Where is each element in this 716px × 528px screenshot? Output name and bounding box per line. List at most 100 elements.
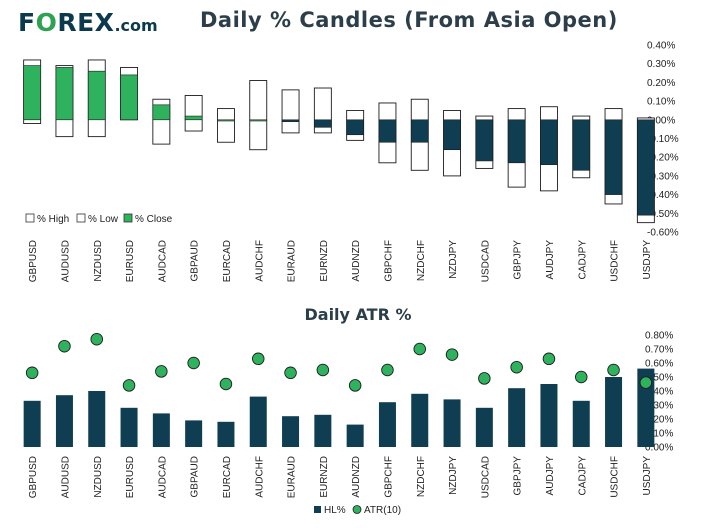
atr-x-tick-label: NZDJPY [448,456,459,495]
atr-x-tick-label: NZDUSD [93,456,104,498]
atr-legend-label-hl: HL% [324,505,346,516]
candle-y-tick-label: 0.20% [647,78,675,89]
candle-legend-swatch [76,213,86,223]
atr-x-tick-label: AUDCHF [254,456,265,498]
candle-x-tick-label: AUDCHF [254,240,265,282]
atr-dot [284,366,297,380]
candle-y-tick-label: 0.10% [647,97,675,108]
candle-close-bar [475,119,494,162]
atr-dot [542,352,556,366]
atr-y-tick-label: 0.80% [645,331,673,342]
candle-close-bar [281,119,300,122]
candle-close-bar [184,115,203,121]
candle-close-bar [314,119,332,128]
forex-logo: FOREX.com [18,8,158,37]
candle-x-tick-label: EURCAD [222,240,233,282]
candle-y-tick-label: -0.10% [647,134,679,145]
hl-bar [540,384,558,447]
atr-dot [58,339,71,353]
candle-close-bar [55,67,74,121]
candle-close-bar [249,119,268,122]
atr-x-tick-label: CADJPY [577,456,588,496]
atr-x-tick-label: AUDCAD [157,456,168,498]
candle-close-bar [378,119,397,143]
atr-x-tick-label: USDCAD [480,456,491,498]
candle-x-tick-label: AUDJPY [545,240,556,280]
candle-close-bar [443,119,461,151]
atr-y-tick-label: 0.20% [645,415,673,426]
hl-bar [637,368,655,447]
atr-dot [639,376,653,389]
candle-range-bar [184,95,203,132]
candle-range-bar [216,108,235,143]
candles-chart-title: Daily % Candles (From Asia Open) [200,8,618,32]
candle-range-bar [249,80,268,151]
candle-y-tick-label: 0.00% [647,115,675,126]
hl-bar [378,402,396,447]
candle-x-tick-label: AUDUSD [60,240,71,282]
hl-bar [443,399,461,447]
atr-legend-swatch-hl [314,506,321,513]
atr-y-tick-label: 0.70% [645,345,673,356]
candle-x-tick-label: GBPJPY [513,240,524,280]
candle-legend-label: % Low [88,214,119,225]
candle-x-tick-label: GBPAUD [190,240,201,282]
candle-x-tick-label: USDCHF [610,240,621,282]
atr-y-tick-label: 0.30% [645,401,673,412]
atr-x-tick-label: NZDCHF [416,456,427,497]
candle-close-bar [604,119,623,195]
hl-bar [411,393,429,447]
candle-x-tick-label: NZDJPY [448,240,459,279]
hl-bar [605,377,623,447]
atr-dot [348,379,362,392]
atr-y-tick-label: 0.00% [645,443,673,454]
hl-bar [282,416,300,447]
logo-domain: .com [114,16,158,35]
atr-x-tick-label: GBPJPY [513,456,524,496]
candle-y-tick-label: -0.50% [647,209,679,220]
hl-bar [55,395,73,447]
candle-close-bar [87,70,106,121]
atr-x-tick-label: AUDUSD [60,456,71,498]
atr-x-tick-label: AUDNZD [351,456,362,498]
atr-x-tick-label: EURNZD [319,456,330,498]
candle-x-tick-label: USDCAD [480,240,491,282]
candle-close-bar [217,119,235,122]
candle-close-bar [120,74,138,121]
hl-bar [508,388,526,447]
candle-x-tick-label: USDJPY [642,240,653,280]
candle-y-tick-label: 0.40% [647,41,675,52]
atr-x-tick-label: GBPCHF [383,456,394,498]
candle-y-tick-label: -0.20% [647,153,679,164]
candle-close-bar [152,104,171,121]
candle-x-tick-label: EURAUD [287,240,298,282]
atr-dot [607,363,620,377]
hl-bar [23,400,41,447]
logo-letter-f: F [18,8,36,37]
atr-y-tick-label: 0.50% [645,373,673,384]
atr-dot [381,363,394,377]
atr-legend-label-atr: ATR(10) [364,505,401,516]
atr-dot [187,356,200,370]
candle-y-tick-label: 0.30% [647,59,675,70]
hl-bar [572,400,590,447]
logo-letter-o: O [35,8,58,37]
candle-x-tick-label: EURUSD [125,240,136,282]
candle-y-tick-label: -0.60% [647,228,679,239]
atr-dot [510,360,523,374]
candle-legend-swatch [25,213,35,223]
candle-legend-label: % Close [135,214,173,225]
candle-x-tick-label: AUDNZD [351,240,362,282]
atr-x-tick-label: USDJPY [642,456,653,496]
candle-legend-swatch [123,213,133,223]
candle-x-tick-label: GBPUSD [28,240,39,282]
candle-x-tick-label: EURNZD [319,240,330,282]
atr-x-tick-label: EURUSD [125,456,136,498]
atr-y-tick-label: 0.40% [645,387,673,398]
candle-close-bar [346,119,364,136]
atr-x-tick-label: USDCHF [610,456,621,498]
hl-bar [88,391,106,447]
atr-x-tick-label: AUDJPY [545,456,556,496]
